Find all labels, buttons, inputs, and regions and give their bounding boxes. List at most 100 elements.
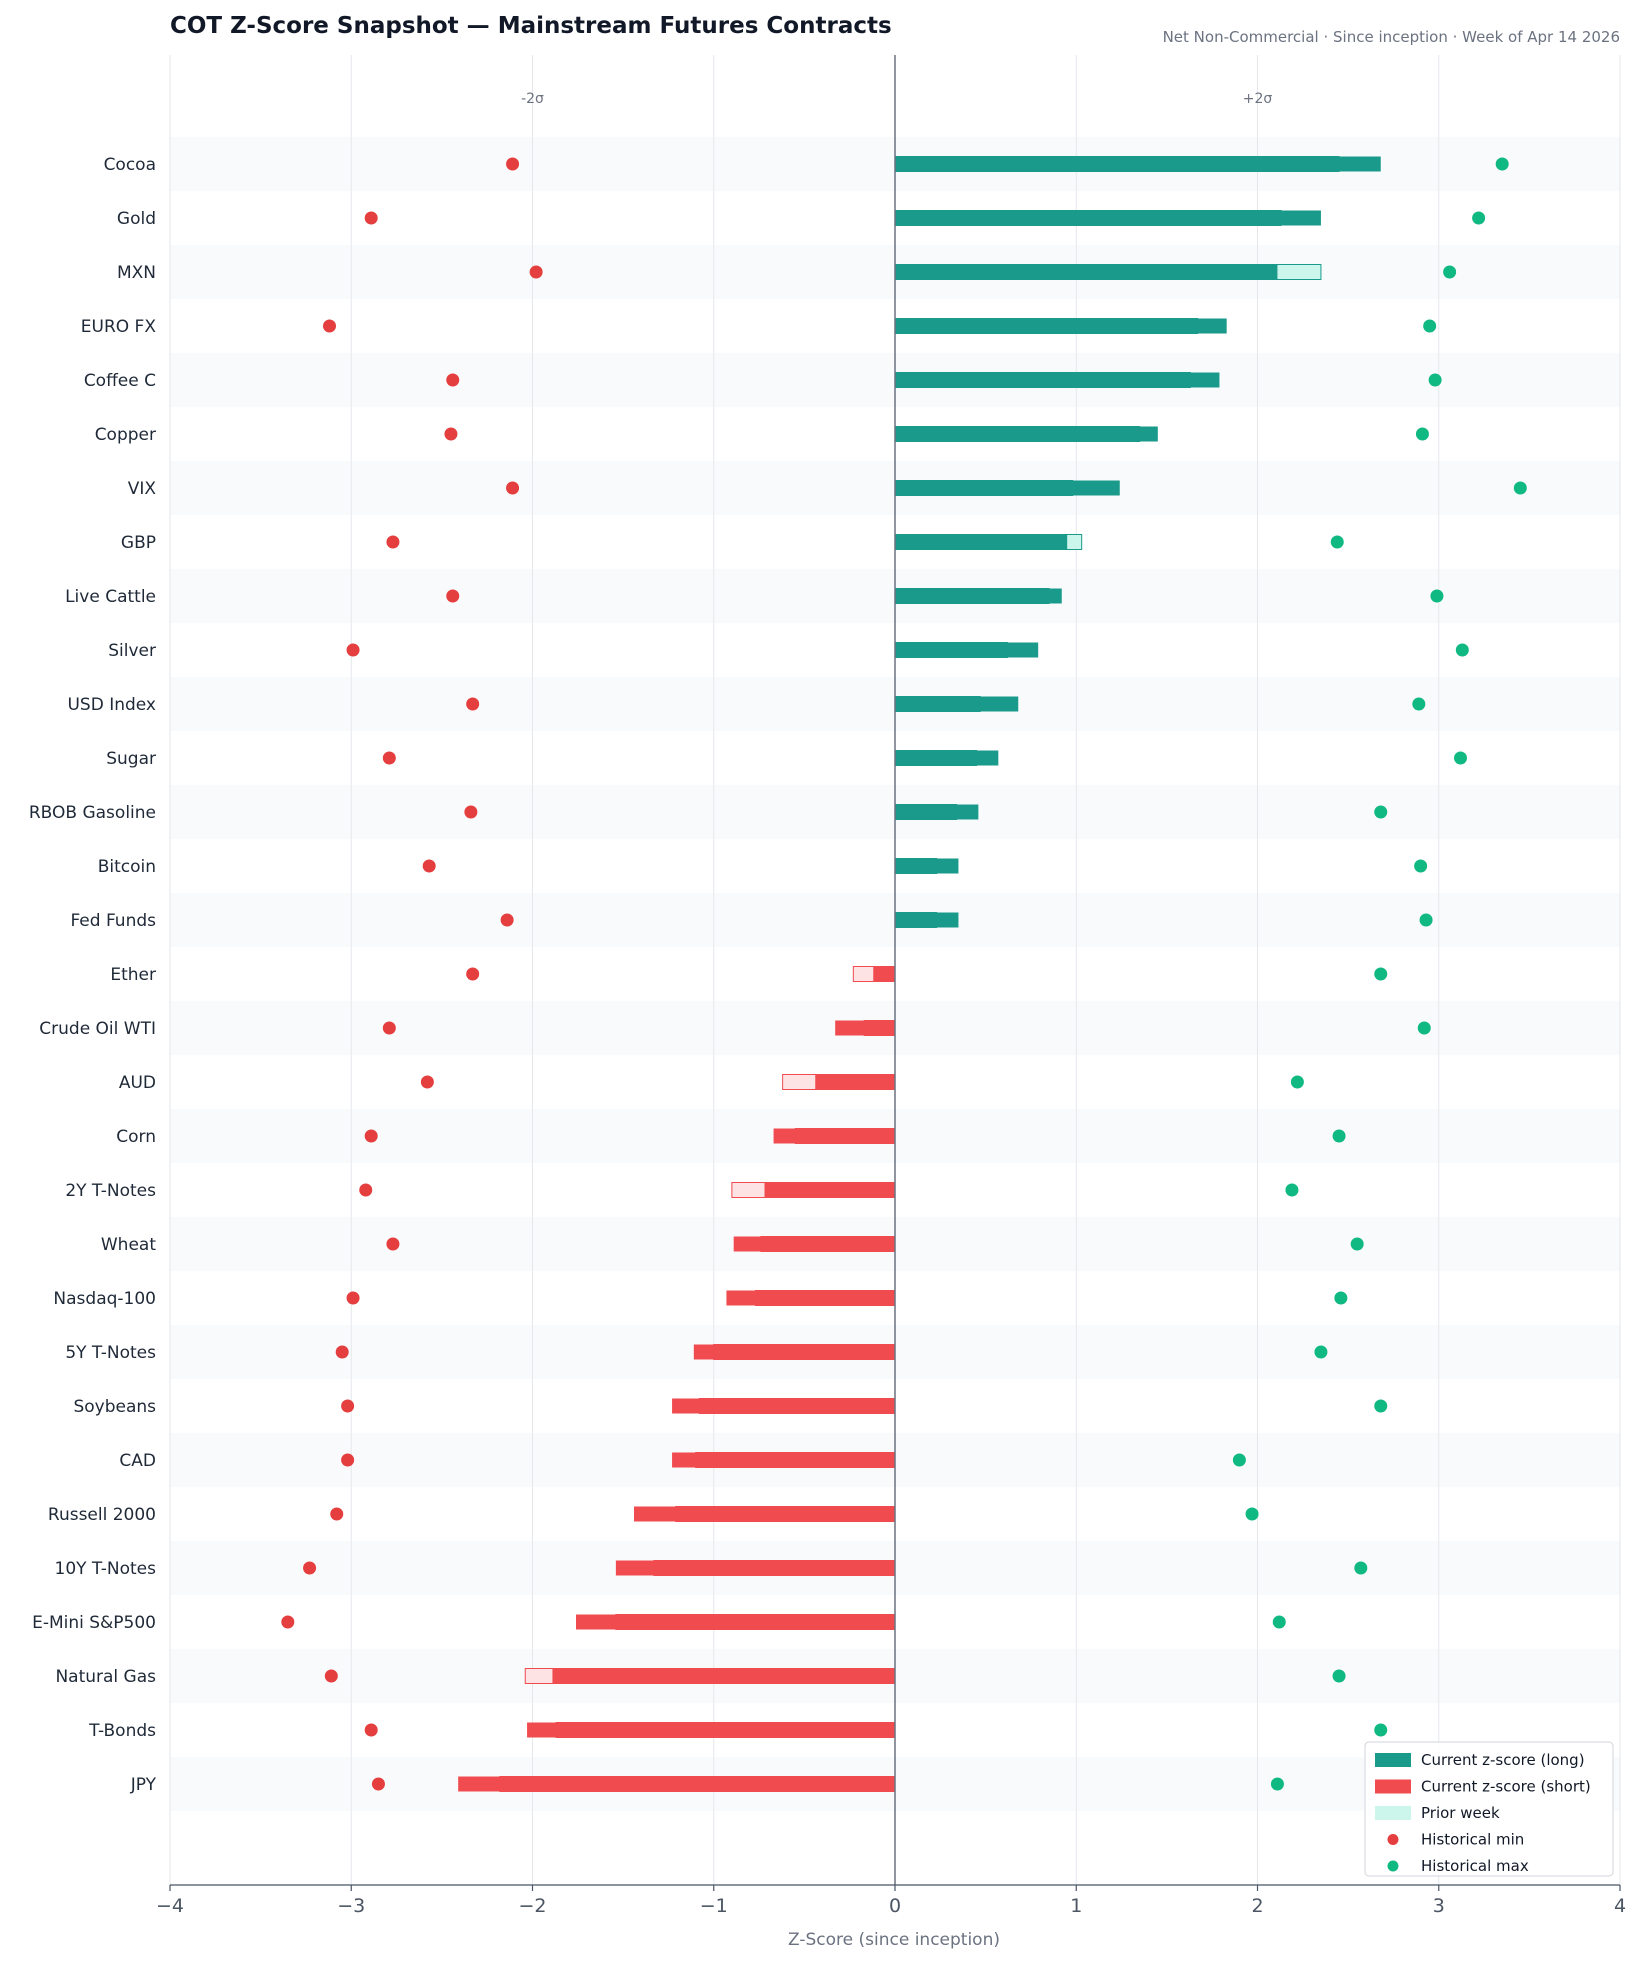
- chart-title: COT Z-Score Snapshot — Mainstream Future…: [170, 13, 892, 39]
- category-label: Nasdaq-100: [53, 1289, 156, 1309]
- historical-min-dot: [386, 1237, 400, 1251]
- historical-max-dot: [1513, 481, 1527, 495]
- category-label: Coffee C: [84, 371, 156, 391]
- category-label: EURO FX: [81, 317, 157, 337]
- category-label: Live Cattle: [65, 587, 156, 607]
- historical-max-dot: [1472, 211, 1486, 225]
- historical-max-dot: [1374, 967, 1388, 981]
- historical-min-dot: [446, 589, 460, 603]
- sigma-annotations: -2σ +2σ: [521, 91, 1272, 107]
- historical-min-dot: [500, 913, 514, 927]
- x-tick-label: −3: [337, 1895, 365, 1917]
- category-label: MXN: [117, 263, 156, 283]
- historical-min-dot: [382, 1021, 396, 1035]
- historical-max-dot: [1374, 1723, 1388, 1737]
- historical-min-dot: [341, 1399, 355, 1413]
- category-label: Natural Gas: [55, 1667, 156, 1687]
- current-short-bar: [615, 1560, 895, 1576]
- sigma-annotation: -2σ: [521, 91, 544, 107]
- current-long-bar: [895, 696, 1019, 712]
- historical-min-dot: [422, 859, 436, 873]
- historical-min-dot: [346, 643, 360, 657]
- legend-label: Historical max: [1421, 1857, 1529, 1875]
- current-long-bar: [895, 426, 1158, 442]
- historical-min-dot: [359, 1183, 373, 1197]
- category-labels: Cocoa Gold MXN EURO FX Coffee C Copper VIX GBP L…: [29, 155, 157, 1795]
- historical-min-dot: [382, 751, 396, 765]
- historical-max-dot: [1455, 643, 1469, 657]
- current-short-bar: [527, 1722, 895, 1738]
- current-long-bar: [895, 210, 1321, 226]
- category-label: JPY: [130, 1775, 157, 1795]
- category-label: 10Y T-Notes: [55, 1559, 157, 1579]
- current-bars: [458, 156, 1381, 1792]
- historical-max-dot: [1495, 157, 1509, 171]
- legend-label: Historical min: [1421, 1831, 1524, 1849]
- legend: Current z-score (long) Current z-score (s…: [1364, 1741, 1614, 1877]
- historical-min-dot: [529, 265, 543, 279]
- category-label: Sugar: [106, 749, 156, 769]
- historical-min-dot: [303, 1561, 317, 1575]
- current-long-bar: [895, 156, 1381, 172]
- historical-max-dot: [1454, 751, 1467, 765]
- current-long-bar: [895, 480, 1120, 496]
- historical-max-dot: [1332, 1129, 1346, 1143]
- historical-min-dot: [386, 535, 400, 549]
- category-label: Russell 2000: [48, 1505, 156, 1525]
- historical-max-dot: [1354, 1561, 1368, 1575]
- category-label: 5Y T-Notes: [65, 1343, 156, 1363]
- current-long-bar: [895, 534, 1068, 550]
- category-label: VIX: [128, 479, 157, 499]
- historical-min-dot: [346, 1291, 360, 1305]
- historical-max-dot: [1350, 1237, 1364, 1251]
- current-long-bar: [895, 804, 979, 820]
- category-label: GBP: [121, 533, 156, 553]
- current-long-bar: [895, 642, 1039, 658]
- current-short-bar: [552, 1668, 895, 1684]
- current-short-bar: [835, 1020, 895, 1036]
- category-label: Soybeans: [73, 1397, 156, 1417]
- current-short-bar: [764, 1182, 895, 1198]
- current-long-bar: [895, 858, 959, 874]
- current-short-bar: [672, 1398, 895, 1414]
- historical-min-dot: [364, 211, 378, 225]
- historical-max-dot: [1285, 1183, 1299, 1197]
- historical-dots: [281, 157, 1527, 1791]
- historical-min-dot: [464, 805, 478, 819]
- current-short-bar: [634, 1506, 895, 1522]
- historical-max-dot: [1290, 1075, 1304, 1089]
- current-short-bar: [726, 1290, 895, 1306]
- current-short-bar: [733, 1236, 895, 1252]
- x-tick-label: −4: [156, 1895, 184, 1917]
- current-short-bar: [773, 1128, 895, 1144]
- legend-swatch-prior: [1375, 1806, 1411, 1820]
- current-short-bar: [576, 1614, 895, 1630]
- category-label: Cocoa: [104, 155, 156, 175]
- category-label: T-Bonds: [88, 1721, 156, 1741]
- category-label: 2Y T-Notes: [65, 1181, 156, 1201]
- category-label: Crude Oil WTI: [39, 1019, 156, 1039]
- x-axis-label: Z-Score (since inception): [788, 1930, 1000, 1950]
- historical-max-dot: [1232, 1453, 1246, 1467]
- historical-min-dot: [364, 1129, 378, 1143]
- current-short-bar: [815, 1074, 895, 1090]
- historical-max-dot: [1414, 859, 1428, 873]
- legend-swatch-min: [1387, 1834, 1399, 1845]
- current-long-bar: [895, 588, 1062, 604]
- legend-label: Current z-score (short): [1421, 1778, 1591, 1796]
- legend-swatch-max: [1387, 1860, 1399, 1872]
- current-short-bar: [672, 1452, 895, 1468]
- historical-max-dot: [1374, 1399, 1388, 1413]
- chart-subtitle: Net Non-Commercial · Since inception · W…: [1163, 28, 1620, 46]
- current-long-bar: [895, 750, 999, 766]
- historical-max-dot: [1245, 1507, 1259, 1521]
- category-label: Bitcoin: [98, 857, 156, 877]
- historical-max-dot: [1272, 1615, 1286, 1629]
- historical-min-dot: [281, 1615, 295, 1629]
- historical-min-dot: [330, 1507, 344, 1521]
- historical-max-dot: [1423, 319, 1437, 333]
- category-label: Fed Funds: [70, 911, 156, 931]
- historical-min-dot: [364, 1723, 378, 1737]
- category-label: E-Mini S&P500: [32, 1613, 156, 1633]
